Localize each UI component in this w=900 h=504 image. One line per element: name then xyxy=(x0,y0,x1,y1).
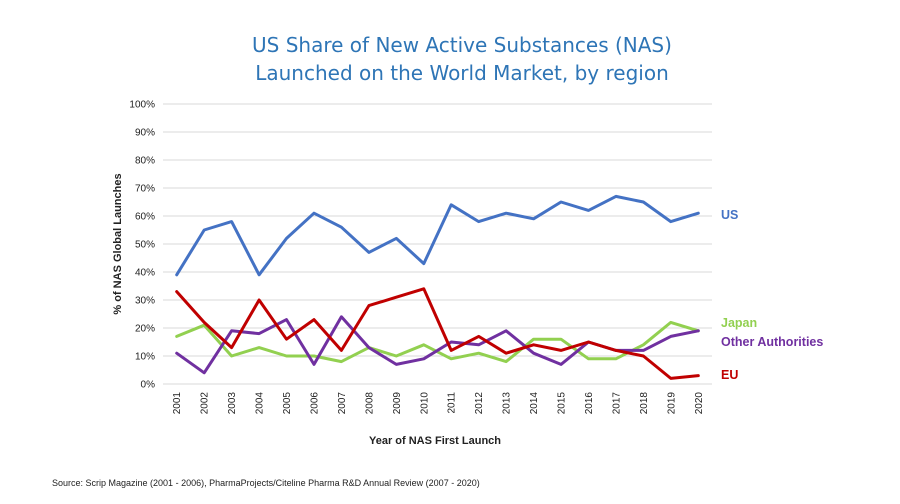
series-labels: US Japan Other Authorities EU xyxy=(721,208,823,382)
y-tick-label: 20% xyxy=(135,324,155,335)
series-lines xyxy=(175,194,700,380)
x-tick-label: 2011 xyxy=(447,392,458,414)
y-axis-ticks: 0% 10% 20% 30% 40% 50% 60% 70% 80% 90% 100% xyxy=(129,100,155,391)
source-note: Source: Scrip Magazine (2001 - 2006), Ph… xyxy=(52,478,480,488)
chart-title-line-1: US Share of New Active Substances (NAS) xyxy=(252,33,672,57)
x-tick-label: 2007 xyxy=(337,392,348,415)
series-label-eu: EU xyxy=(721,368,738,382)
x-tick-label: 2018 xyxy=(639,392,650,415)
x-axis-label: Year of NAS First Launch xyxy=(369,435,501,447)
y-tick-label: 10% xyxy=(135,352,155,363)
x-tick-label: 2019 xyxy=(666,392,677,415)
x-tick-label: 2016 xyxy=(584,392,595,415)
y-tick-label: 50% xyxy=(135,240,155,251)
y-tick-label: 0% xyxy=(141,380,156,391)
y-tick-label: 30% xyxy=(135,296,155,307)
y-tick-label: 90% xyxy=(135,128,155,139)
x-tick-label: 2006 xyxy=(309,392,320,415)
x-axis-ticks: 2001 2002 2003 2004 2005 2006 2007 2008 2009 2010… xyxy=(172,392,705,415)
x-tick-label: 2015 xyxy=(557,392,568,415)
x-tick-label: 2010 xyxy=(419,392,430,415)
y-tick-label: 40% xyxy=(135,268,155,279)
y-tick-label: 60% xyxy=(135,212,155,223)
gridlines xyxy=(163,103,712,385)
y-axis-label: % of NAS Global Launches xyxy=(112,173,124,314)
series-label-japan: Japan xyxy=(721,316,757,330)
x-tick-label: 2017 xyxy=(611,392,622,415)
x-tick-label: 2001 xyxy=(172,392,183,415)
x-tick-label: 2020 xyxy=(694,392,705,415)
series-label-other-authorities: Other Authorities xyxy=(721,335,823,349)
x-tick-label: 2009 xyxy=(392,392,403,415)
series-line-other-authorities xyxy=(175,315,700,375)
chart-title-line-2: Launched on the World Market, by region xyxy=(255,61,669,85)
y-tick-label: 70% xyxy=(135,184,155,195)
x-tick-label: 2012 xyxy=(474,392,485,415)
series-line-us xyxy=(175,194,700,277)
x-tick-label: 2014 xyxy=(529,392,540,415)
x-tick-label: 2005 xyxy=(282,392,293,415)
series-line-eu xyxy=(175,287,700,380)
x-tick-label: 2002 xyxy=(200,392,211,415)
y-tick-label: 80% xyxy=(135,156,155,167)
x-tick-label: 2008 xyxy=(364,392,375,415)
x-tick-label: 2013 xyxy=(502,392,513,415)
series-label-us: US xyxy=(721,208,738,222)
x-tick-label: 2003 xyxy=(227,392,238,415)
y-tick-label: 100% xyxy=(129,100,155,111)
x-tick-label: 2004 xyxy=(255,392,266,415)
